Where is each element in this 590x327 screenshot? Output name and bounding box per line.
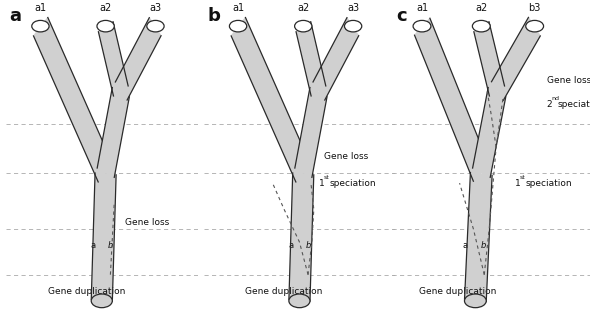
Text: b: b bbox=[306, 241, 311, 250]
Text: a3: a3 bbox=[149, 3, 162, 13]
Text: 2: 2 bbox=[546, 100, 552, 109]
Ellipse shape bbox=[97, 20, 114, 32]
Polygon shape bbox=[296, 21, 326, 96]
Text: b3: b3 bbox=[529, 3, 541, 13]
Text: b: b bbox=[208, 7, 220, 25]
Text: a1: a1 bbox=[232, 3, 244, 13]
Polygon shape bbox=[91, 172, 116, 302]
Text: 1: 1 bbox=[515, 179, 520, 188]
Ellipse shape bbox=[32, 20, 49, 32]
Polygon shape bbox=[313, 17, 359, 101]
Text: speciation: speciation bbox=[329, 179, 376, 188]
Text: nd: nd bbox=[552, 96, 560, 101]
Text: 1: 1 bbox=[319, 179, 324, 188]
Text: st: st bbox=[323, 175, 329, 181]
Text: Gene loss: Gene loss bbox=[125, 218, 169, 227]
Ellipse shape bbox=[345, 20, 362, 32]
Text: Gene loss: Gene loss bbox=[324, 152, 369, 162]
Ellipse shape bbox=[464, 294, 486, 308]
Text: speciation: speciation bbox=[526, 179, 572, 188]
Text: st: st bbox=[520, 175, 526, 180]
Text: a: a bbox=[9, 7, 22, 25]
Text: a: a bbox=[91, 241, 96, 250]
Polygon shape bbox=[97, 87, 129, 178]
Ellipse shape bbox=[230, 20, 247, 32]
Ellipse shape bbox=[289, 294, 310, 308]
Text: a2: a2 bbox=[297, 3, 309, 13]
Text: a1: a1 bbox=[416, 3, 428, 13]
Polygon shape bbox=[99, 21, 128, 96]
Ellipse shape bbox=[294, 20, 312, 32]
Text: a1: a1 bbox=[34, 3, 47, 13]
Ellipse shape bbox=[526, 20, 543, 32]
Text: a2: a2 bbox=[475, 3, 487, 13]
Text: a2: a2 bbox=[100, 3, 112, 13]
Text: c: c bbox=[396, 7, 407, 25]
Ellipse shape bbox=[473, 20, 490, 32]
Text: a: a bbox=[289, 241, 293, 250]
Text: Gene duplication: Gene duplication bbox=[419, 286, 496, 296]
Text: b: b bbox=[481, 241, 486, 250]
Polygon shape bbox=[474, 21, 504, 96]
Ellipse shape bbox=[91, 294, 112, 308]
Text: a3: a3 bbox=[347, 3, 359, 13]
Polygon shape bbox=[231, 17, 310, 182]
Text: a: a bbox=[463, 241, 468, 250]
Polygon shape bbox=[115, 17, 161, 101]
Text: b: b bbox=[108, 241, 113, 250]
Polygon shape bbox=[491, 17, 540, 101]
Text: Gene duplication: Gene duplication bbox=[48, 286, 125, 296]
Text: Gene duplication: Gene duplication bbox=[245, 286, 323, 296]
Text: Gene loss: Gene loss bbox=[546, 76, 590, 85]
Ellipse shape bbox=[147, 20, 164, 32]
Text: speciation: speciation bbox=[558, 100, 590, 109]
Polygon shape bbox=[473, 87, 506, 178]
Polygon shape bbox=[414, 18, 489, 182]
Polygon shape bbox=[289, 172, 314, 302]
Polygon shape bbox=[295, 87, 327, 178]
Polygon shape bbox=[464, 172, 492, 302]
Polygon shape bbox=[33, 17, 113, 182]
Ellipse shape bbox=[413, 20, 431, 32]
